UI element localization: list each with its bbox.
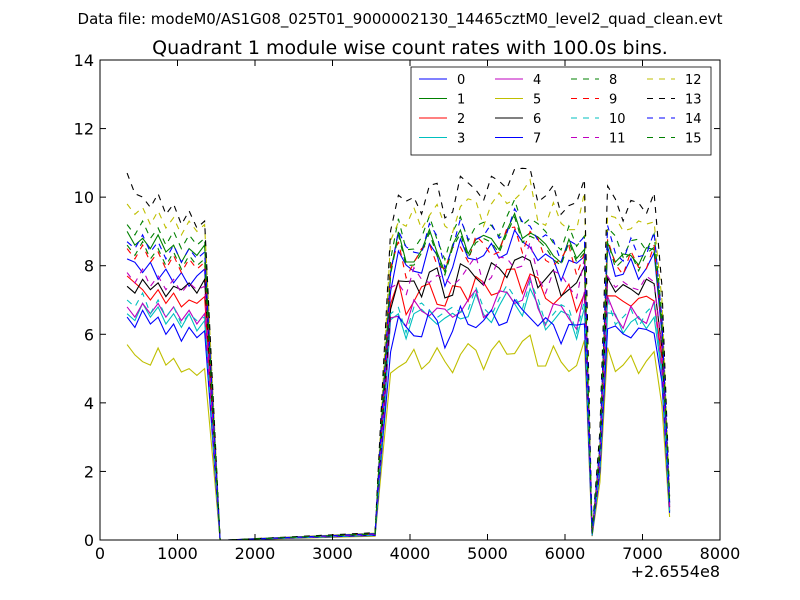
x-offset-label: +2.6554e8 (631, 562, 720, 581)
series-line-15 (126, 215, 671, 541)
legend-label-15: 15 (685, 132, 702, 147)
y-tick-label: 8 (84, 257, 94, 276)
legend-label-14: 14 (685, 112, 702, 127)
legend-label-5: 5 (533, 93, 541, 108)
series-line-7 (126, 298, 671, 541)
series-line-5 (126, 334, 671, 541)
series-line-10 (126, 279, 671, 541)
legend-label-2: 2 (457, 112, 465, 127)
series-line-9 (126, 226, 671, 541)
legend-label-11: 11 (609, 132, 626, 147)
legend-label-10: 10 (609, 112, 626, 127)
y-tick-label: 10 (74, 188, 94, 207)
legend-label-1: 1 (457, 93, 465, 108)
chart-title: Quadrant 1 module wise count rates with … (152, 37, 668, 59)
series-line-11 (126, 239, 671, 541)
y-tick-label: 4 (84, 394, 94, 413)
x-tick-label: 3000 (312, 544, 353, 563)
x-tick-label: 6000 (545, 544, 586, 563)
x-tick-label: 1000 (157, 544, 198, 563)
legend-label-7: 7 (533, 132, 541, 147)
x-tick-label: 7000 (622, 544, 663, 563)
legend-label-6: 6 (533, 112, 541, 127)
y-tick-label: 14 (74, 51, 94, 70)
legend-label-3: 3 (457, 132, 465, 147)
legend-label-0: 0 (457, 73, 465, 88)
y-tick-label: 0 (84, 531, 94, 550)
y-tick-label: 2 (84, 462, 94, 481)
series-line-12 (126, 178, 671, 541)
y-tick-label: 6 (84, 325, 94, 344)
series-line-13 (126, 167, 671, 541)
legend-label-4: 4 (533, 73, 541, 88)
x-tick-label: 4000 (390, 544, 431, 563)
x-tick-label: 8000 (700, 544, 741, 563)
ticks-layer: 0 1000 2000 3000 4000 5000 6000 7000 80000246810… (74, 51, 741, 563)
legend-label-9: 9 (609, 93, 617, 108)
legend-label-13: 13 (685, 93, 702, 108)
x-tick-label: 5000 (467, 544, 508, 563)
y-tick-label: 12 (74, 120, 94, 139)
series-layer (126, 167, 671, 541)
legend-label-8: 8 (609, 73, 617, 88)
x-tick-label: 0 (95, 544, 105, 563)
legend-label-12: 12 (685, 73, 702, 88)
legend-frame (410, 66, 712, 156)
series-line-14 (126, 207, 671, 541)
figure-suptitle: Data file: modeM0/AS1G08_025T01_90000021… (78, 10, 723, 29)
series-line-8 (126, 198, 671, 541)
x-tick-label: 2000 (235, 544, 276, 563)
